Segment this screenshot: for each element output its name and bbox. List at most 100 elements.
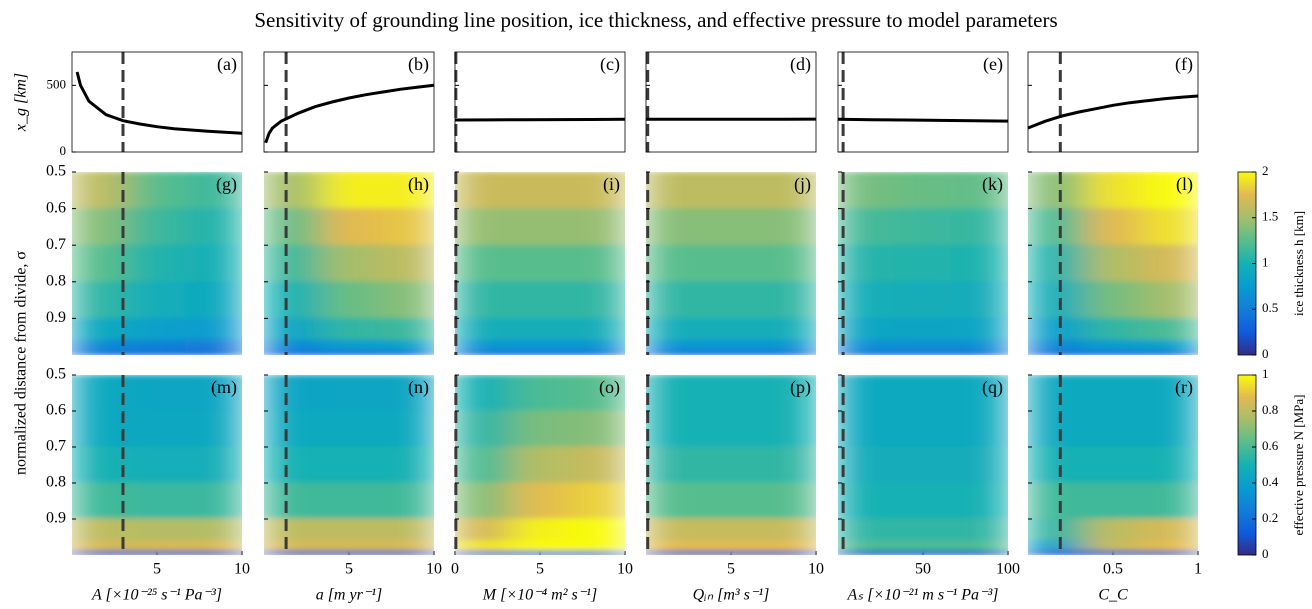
- heatmap-cell: [1028, 317, 1086, 341]
- x-axis-label: Qᵢₙ [m³ s⁻¹]: [693, 587, 770, 604]
- colorbar-tick-label: 2: [1262, 163, 1269, 178]
- heatmap-cell: [567, 281, 625, 319]
- heatmap-panel: [72, 375, 242, 555]
- heatmap-cells: [646, 375, 816, 555]
- heatmap-cell: [264, 518, 322, 542]
- heatmap-cell: [950, 281, 1008, 319]
- heatmap-cell: [264, 410, 322, 448]
- heatmap-cell: [567, 482, 625, 520]
- heatmap-cell: [455, 339, 513, 352]
- heatmap-cell: [455, 518, 513, 542]
- heatmap-cell: [567, 350, 625, 355]
- heatmap-panel: [838, 375, 1008, 555]
- heatmap-cell: [838, 410, 896, 448]
- heatmap-cell: [646, 339, 704, 352]
- heatmap-cell: [1140, 244, 1198, 283]
- heatmap-cell: [128, 317, 186, 341]
- line-series: [1027, 94, 1199, 130]
- heatmap-cell: [376, 281, 434, 319]
- heatmap-cells: [1028, 375, 1198, 555]
- heatmap-cells: [72, 375, 242, 555]
- y-tick-label: 0.6: [46, 402, 66, 419]
- heatmap-cell: [511, 518, 569, 542]
- y-tick-label: 0.8: [46, 272, 66, 289]
- heatmap-cell: [1140, 339, 1198, 352]
- heatmap-cell: [184, 518, 242, 542]
- heatmap-cell: [1084, 208, 1142, 246]
- heatmap-cell: [950, 482, 1008, 520]
- heatmap-cell: [1140, 446, 1198, 484]
- heatmap-cell: [320, 281, 378, 319]
- heatmap-cell: [758, 550, 816, 555]
- panel-label: (k): [982, 174, 1003, 195]
- heatmap-cell: [455, 482, 513, 520]
- heatmap-cell: [1028, 172, 1086, 210]
- heatmap-cell: [1028, 446, 1086, 484]
- x-axis-label: C_C: [1098, 587, 1128, 604]
- colorbar-tick-label: 0: [1262, 346, 1269, 361]
- panel-label: (a): [217, 54, 237, 75]
- heatmap-cell: [758, 244, 816, 283]
- heatmap-cell: [128, 281, 186, 319]
- heatmap-cell: [320, 375, 378, 412]
- heatmap-cell: [264, 208, 322, 246]
- heatmap-cell: [1028, 482, 1086, 520]
- heatmap-cell: [184, 375, 242, 412]
- heatmap-cell: [72, 281, 130, 319]
- heatmap-cell: [838, 550, 896, 555]
- heatmap-cell: [72, 208, 130, 246]
- x-tick-label: 50: [915, 561, 931, 578]
- heatmap-cell: [1028, 208, 1086, 246]
- x-tick-label: 0: [451, 561, 459, 578]
- heatmap-cell: [1084, 482, 1142, 520]
- line-series: [837, 117, 1009, 123]
- heatmap-cell: [1028, 518, 1086, 542]
- heatmap-cell: [646, 550, 704, 555]
- heatmap-cell: [758, 350, 816, 355]
- heatmap-cell: [1028, 375, 1086, 412]
- heatmap-cell: [646, 281, 704, 319]
- y-tick-label: 0.7: [46, 438, 66, 455]
- heatmap-cell: [1140, 375, 1198, 412]
- heatmap-cell: [264, 446, 322, 484]
- heatmap-cell: [320, 410, 378, 448]
- heatmap-cell: [184, 317, 242, 341]
- panel-label: (d): [790, 54, 811, 75]
- heatmap-cell: [758, 281, 816, 319]
- heatmap-cell: [376, 446, 434, 484]
- colorbar-label: ice thickness h [km]: [1291, 211, 1306, 316]
- heatmap-cell: [264, 172, 322, 210]
- heatmap-cell: [1140, 482, 1198, 520]
- heatmap-cell: [376, 482, 434, 520]
- heatmap-cell: [567, 375, 625, 412]
- heatmap-panel: [646, 375, 816, 555]
- heatmap-cell: [511, 446, 569, 484]
- heatmap-cell: [184, 172, 242, 210]
- heatmap-cell: [646, 317, 704, 341]
- heatmap-cell: [455, 446, 513, 484]
- heatmap-cells: [264, 375, 434, 555]
- heatmap-cell: [128, 244, 186, 283]
- heatmap-cell: [376, 317, 434, 341]
- x-tick-label: 5: [153, 561, 161, 578]
- heatmap-cell: [264, 540, 322, 552]
- heatmap-cell: [320, 317, 378, 341]
- panel-label: (p): [790, 377, 811, 398]
- heatmap-cell: [455, 550, 513, 555]
- heatmap-cell: [567, 540, 625, 552]
- heatmap-panel: [838, 172, 1008, 355]
- heatmap-cell: [128, 550, 186, 555]
- heatmap-cell: [950, 244, 1008, 283]
- axes-frame: [837, 51, 1009, 153]
- heatmap-cell: [184, 339, 242, 352]
- heatmap-cell: [702, 208, 760, 246]
- heatmap-cell: [1028, 550, 1086, 555]
- heatmap-cell: [376, 208, 434, 246]
- heatmap-cells: [72, 172, 242, 355]
- heatmap-cell: [1084, 244, 1142, 283]
- heatmap-cell: [1084, 317, 1142, 341]
- heatmap-cell: [950, 410, 1008, 448]
- panel-label: (e): [983, 54, 1003, 75]
- heatmap-cell: [894, 550, 952, 555]
- heatmap-cell: [264, 482, 322, 520]
